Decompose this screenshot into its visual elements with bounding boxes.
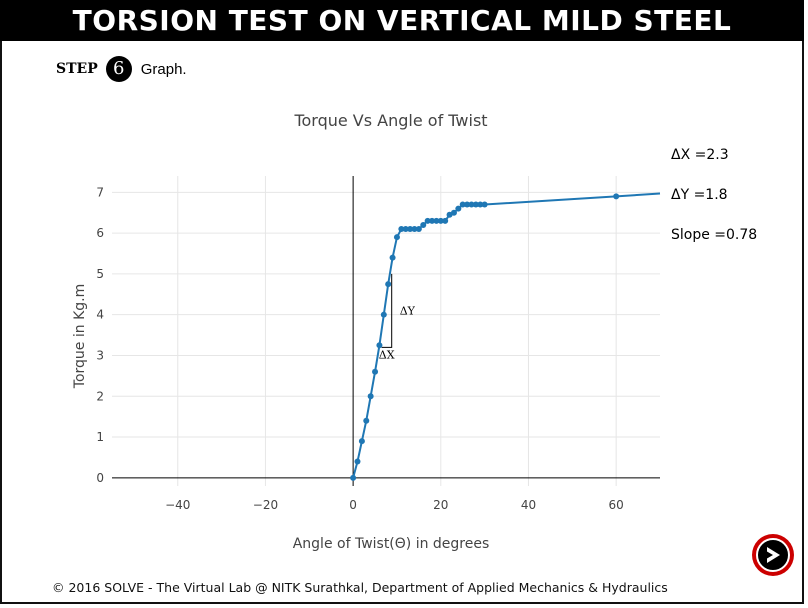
data-point <box>437 217 444 224</box>
step-number-badge: 6 <box>105 56 132 82</box>
x-tick-label: −20 <box>253 498 278 512</box>
data-point <box>363 417 370 424</box>
tick-labels: −40 −20 0 20 40 60 0 1 2 3 4 5 6 7 <box>96 185 623 512</box>
step-word: STEP <box>56 61 98 77</box>
slope-readout: Slope =0.78 <box>671 227 758 243</box>
data-point <box>420 221 427 228</box>
data-point <box>367 393 374 400</box>
y-tick-label: 3 <box>96 348 104 362</box>
data-point <box>442 217 449 224</box>
data-point <box>424 217 431 224</box>
delta-y-label: ΔY <box>400 305 416 318</box>
y-tick-label: 4 <box>96 308 104 322</box>
data-point <box>411 226 418 233</box>
data-point <box>372 368 379 375</box>
data-point <box>433 217 440 224</box>
y-tick-label: 5 <box>96 267 104 281</box>
data-point <box>350 474 357 481</box>
data-point <box>402 226 409 233</box>
y-tick-label: 6 <box>96 226 104 240</box>
y-tick-label: 7 <box>96 185 104 199</box>
x-tick-label: −40 <box>165 498 190 512</box>
data-point <box>407 226 414 233</box>
data-point <box>450 209 457 216</box>
data-point <box>415 226 422 233</box>
slope-triangle-lines <box>381 273 393 348</box>
data-point <box>477 201 484 208</box>
y-tick-label: 1 <box>96 430 104 444</box>
delta-x-label: ΔX <box>379 348 395 361</box>
delta-y-readout: ΔY =1.8 <box>671 187 728 203</box>
x-tick-label: 0 <box>349 498 357 512</box>
next-button[interactable] <box>752 534 794 576</box>
data-point <box>429 217 436 224</box>
data-point <box>358 438 365 445</box>
x-tick-label: 60 <box>609 498 624 512</box>
y-tick-label: 0 <box>96 471 104 485</box>
data-point <box>613 193 620 200</box>
delta-x-readout: ΔX =2.3 <box>671 147 729 163</box>
next-arrow-icon <box>756 538 790 572</box>
step-description: Graph. <box>140 60 187 78</box>
y-axis-label: Torque in Kg.m <box>72 284 88 389</box>
slope-triangle: ΔX ΔY <box>379 273 416 361</box>
axes <box>112 176 660 486</box>
x-tick-label: 20 <box>433 498 448 512</box>
data-point <box>468 201 475 208</box>
y-tick-label: 2 <box>96 389 104 403</box>
chart-title: Torque Vs Angle of Twist <box>293 111 487 130</box>
grid-lines <box>112 176 660 486</box>
page-title: TORSION TEST ON VERTICAL MILD STEEL <box>0 0 804 41</box>
data-point <box>393 234 400 241</box>
data-point <box>389 254 396 261</box>
x-axis-label: Angle of Twist(Θ) in degrees <box>293 536 490 552</box>
data-point <box>472 201 479 208</box>
data-point <box>376 342 383 349</box>
x-tick-label: 40 <box>521 498 536 512</box>
data-point <box>398 226 405 233</box>
data-point <box>385 281 392 288</box>
data-point <box>464 201 471 208</box>
series-torque <box>350 192 661 481</box>
data-point <box>481 201 488 208</box>
data-point <box>380 311 387 318</box>
slope-readouts: ΔX =2.3 ΔY =1.8 Slope =0.78 <box>671 145 757 265</box>
data-point <box>354 458 361 465</box>
footer-copyright: © 2016 SOLVE - The Virtual Lab @ NITK Su… <box>52 580 668 595</box>
data-point <box>455 205 462 212</box>
step-indicator: STEP 6 Graph. <box>56 56 187 82</box>
data-point <box>459 201 466 208</box>
